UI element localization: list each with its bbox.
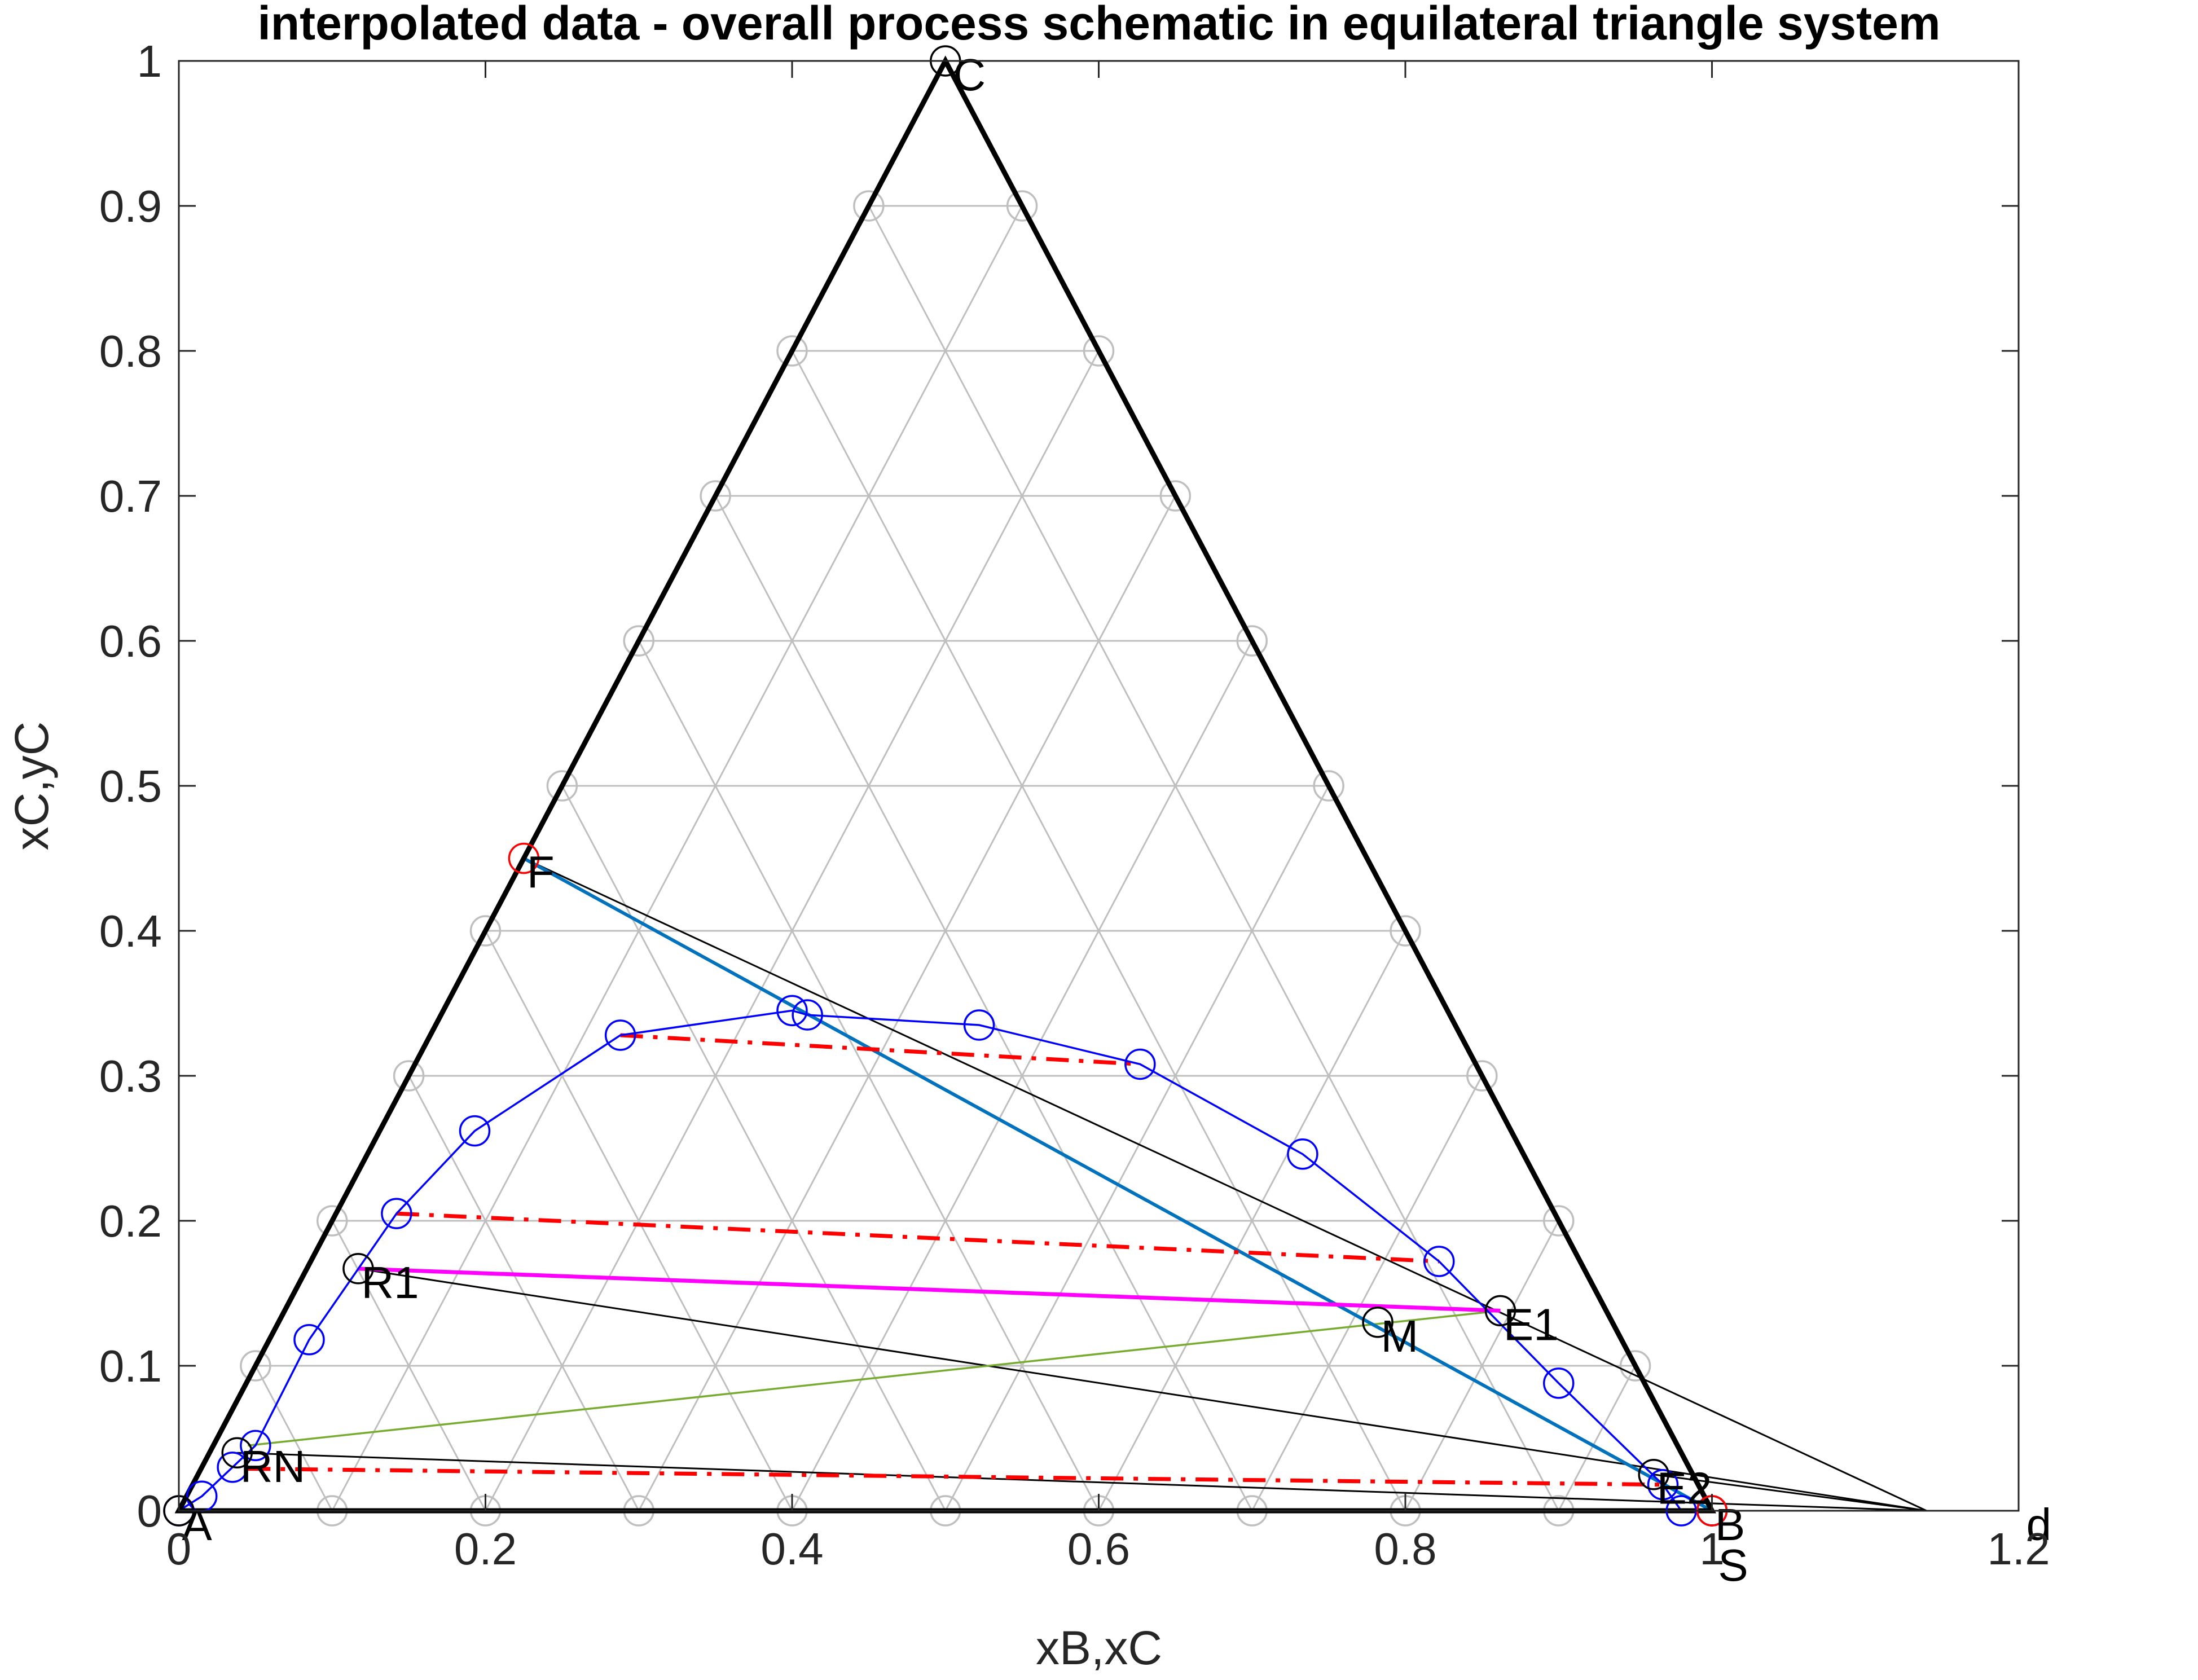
grid-line-bc xyxy=(254,1365,333,1511)
y-tick-label: 0.9 xyxy=(99,181,162,231)
binodal-point-marker xyxy=(293,1323,325,1356)
grid-point-marker xyxy=(1466,1060,1498,1092)
point-label-s: S xyxy=(1718,1540,1748,1590)
grid-point-marker xyxy=(469,915,502,947)
binodal-point-marker xyxy=(604,1019,636,1051)
construction-line xyxy=(523,857,1927,1512)
markers-layer xyxy=(163,45,1728,1527)
grid-line-bc xyxy=(714,495,1253,1511)
y-tick-label: 0.5 xyxy=(99,761,162,811)
x-tick-label: 0.6 xyxy=(1067,1524,1130,1574)
grid-point-marker xyxy=(393,1060,425,1092)
binodal-point-marker xyxy=(381,1198,412,1229)
y-tick-label: 0.3 xyxy=(99,1051,162,1101)
construction-line xyxy=(1654,1474,1927,1512)
grid-point-marker xyxy=(1619,1350,1651,1382)
binodal-point-marker xyxy=(963,1009,995,1041)
point-label-c: C xyxy=(953,50,986,100)
grid-point-marker xyxy=(1159,480,1192,512)
grid-line-bc xyxy=(791,350,1406,1511)
tie-line xyxy=(396,1211,1439,1264)
grid-point-marker xyxy=(1390,915,1421,947)
binodal-point-marker xyxy=(1124,1048,1156,1080)
chart-title: interpolated data - overall process sche… xyxy=(257,0,1940,50)
grid-line-bc xyxy=(408,1075,640,1511)
point-label-rn: RN xyxy=(240,1441,306,1492)
y-tick-label: 0.8 xyxy=(99,326,162,376)
y-tick-label: 0.6 xyxy=(99,616,162,666)
grid-line-bc xyxy=(638,640,1100,1511)
y-tick-label: 1 xyxy=(137,36,162,86)
y-axis-label: xC,yC xyxy=(5,722,58,851)
binodal-point-marker xyxy=(1423,1246,1455,1277)
y-axis: 0 0.1 0.2 0.3 0.4 0.5 0.6 0.7 0.8 0.9 1 xyxy=(99,36,2019,1536)
x-tick-label: 1 xyxy=(1699,1524,1725,1574)
mix-line xyxy=(248,1309,1501,1447)
binodal-point-marker xyxy=(1647,1468,1679,1501)
binodal-point-marker xyxy=(776,995,808,1027)
grid-line-ac xyxy=(1558,1365,1636,1511)
y-tick-label: 0.4 xyxy=(99,906,162,956)
binodal-point-marker xyxy=(792,999,823,1031)
x-axis: 0 0.2 0.4 0.6 0.8 1 1.2 xyxy=(166,61,2050,1574)
point-label-r1: R1 xyxy=(361,1257,419,1308)
point-label-b: B xyxy=(1715,1499,1745,1550)
point-label-m: M xyxy=(1381,1311,1419,1361)
grid-point-marker xyxy=(1083,335,1115,367)
x-tick-label: 0.4 xyxy=(760,1524,823,1574)
binodal-point-marker xyxy=(1287,1138,1318,1170)
point-label-f: F xyxy=(527,847,555,897)
y-tick-label: 0.2 xyxy=(99,1196,162,1246)
y-tick-label: 0.1 xyxy=(99,1341,162,1391)
grid-point-marker xyxy=(1236,625,1268,657)
point-marker-m xyxy=(1362,1307,1393,1338)
grid-line-ac xyxy=(1251,1075,1483,1511)
point-marker-rn xyxy=(221,1437,253,1468)
grid-point-marker xyxy=(1006,190,1038,222)
point-labels: C F R1 M E1 RN E2 A BSd xyxy=(182,50,2051,1590)
point-label-d: d xyxy=(2026,1499,2052,1550)
point-marker-f xyxy=(508,842,540,874)
point-label-a: A xyxy=(182,1499,212,1550)
grid-point-marker xyxy=(316,1205,348,1237)
grid-line-ac xyxy=(638,495,1176,1511)
grid-line-ac xyxy=(331,205,1023,1511)
point-marker-e1 xyxy=(1484,1295,1516,1327)
grid-layer xyxy=(240,190,1651,1527)
grid-point-marker xyxy=(623,625,654,657)
binodal-point-marker xyxy=(459,1115,491,1147)
grid-point-marker xyxy=(1543,1205,1575,1237)
grid-line-bc xyxy=(868,205,1560,1511)
x-tick-label: 0 xyxy=(166,1524,192,1574)
y-tick-label: 0 xyxy=(137,1486,162,1536)
binodal-point-marker xyxy=(1543,1367,1575,1399)
grid-point-marker xyxy=(546,770,578,802)
binodal-point-marker xyxy=(217,1452,248,1483)
point-label-e1: E1 xyxy=(1504,1299,1559,1349)
binodal-point-marker xyxy=(240,1430,271,1462)
grid-point-marker xyxy=(776,335,808,367)
x-axis-label: xB,xC xyxy=(1036,1621,1162,1674)
feed-solvent-line xyxy=(522,856,1713,1512)
grid-point-marker xyxy=(240,1350,271,1382)
construction-line xyxy=(237,1452,1927,1512)
x-tick-label: 0.2 xyxy=(454,1524,517,1574)
grid-line-bc xyxy=(485,930,793,1511)
x-tick-label: 0.8 xyxy=(1374,1524,1436,1574)
grid-point-marker xyxy=(853,190,885,222)
point-marker-e2 xyxy=(1638,1459,1669,1490)
grid-point-marker xyxy=(1313,770,1344,802)
operating-tie-line xyxy=(358,1266,1501,1313)
tie-line xyxy=(620,1033,1141,1066)
grid-line-ac xyxy=(944,785,1330,1511)
x-tick-label: 1.2 xyxy=(1987,1524,2050,1574)
y-tick-label: 0.7 xyxy=(99,471,162,521)
grid-point-marker xyxy=(700,480,731,512)
point-marker-r1 xyxy=(342,1253,374,1285)
point-label-e2: E2 xyxy=(1657,1463,1712,1514)
